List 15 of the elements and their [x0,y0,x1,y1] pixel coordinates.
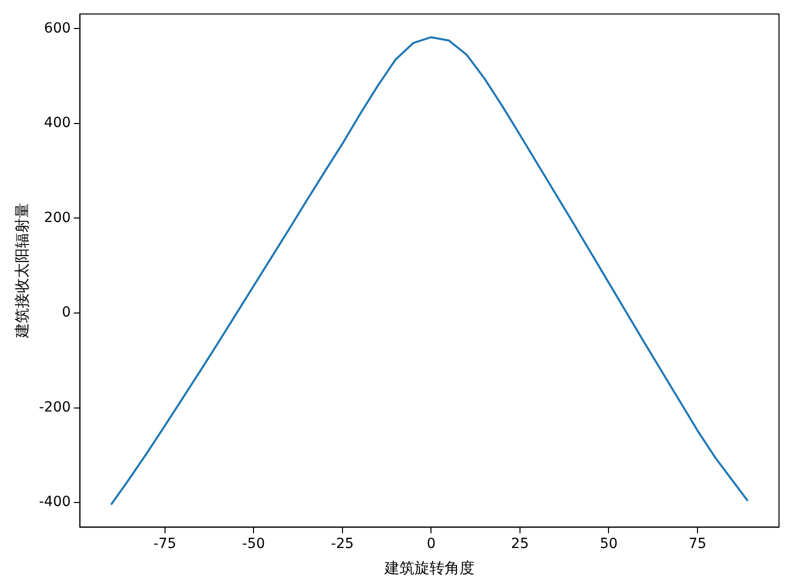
y-axis-title: 建筑接收太阳辐射量 [12,203,31,340]
x-tick-label: 50 [600,536,618,552]
x-tick-label: 25 [511,536,529,552]
y-tick-label: 600 [44,20,71,36]
x-tick-label: 0 [426,536,436,552]
y-tick-label: -200 [38,399,71,416]
x-tick-label: -50 [242,536,266,552]
y-tick-label: 200 [44,210,71,226]
y-tick-label: -400 [38,494,71,510]
y-tick-label: 400 [44,115,71,132]
x-tick-label: -25 [330,536,354,552]
x-tick-label: 75 [688,536,706,552]
x-axis-title: 建筑旋转角度 [383,558,474,577]
y-tick-label: 0 [62,304,71,321]
x-tick-label: -75 [153,536,176,552]
